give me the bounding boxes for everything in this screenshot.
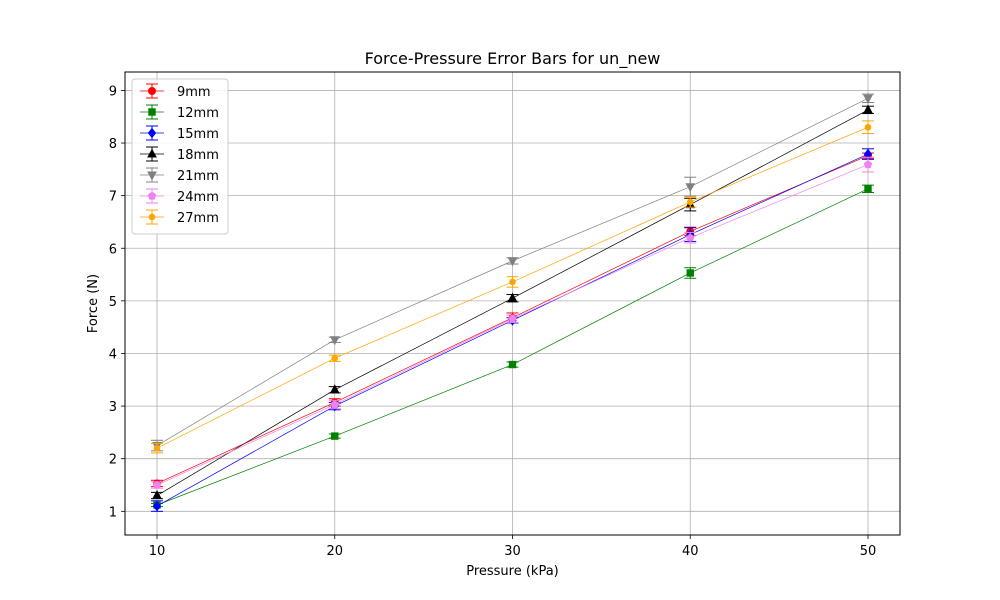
data-point: [329, 336, 340, 346]
data-point: [152, 480, 162, 489]
legend-label: 15mm: [177, 127, 219, 142]
y-tick-label: 9: [109, 84, 117, 99]
legend-item-24mm: 24mm: [140, 188, 219, 205]
x-tick-label: 40: [682, 544, 699, 559]
legend-item-9mm: 9mm: [140, 83, 211, 100]
data-point: [152, 500, 162, 512]
y-axis-label: Force (N): [86, 274, 101, 333]
legend-label: 9mm: [177, 85, 211, 100]
data-point: [863, 104, 873, 114]
legend-marker: [147, 127, 157, 139]
x-tick-label: 20: [326, 544, 343, 559]
data-point: [152, 489, 162, 500]
x-tick-label: 30: [504, 544, 521, 559]
legend-item-27mm: 27mm: [140, 209, 219, 226]
legend-marker: [147, 148, 157, 158]
data-point: [864, 123, 872, 131]
series-21mm: [150, 93, 875, 452]
data-point: [863, 94, 873, 104]
y-tick-label: 3: [109, 400, 117, 415]
grid-lines: [125, 72, 900, 535]
data-point: [685, 183, 696, 193]
legend-marker: [148, 87, 156, 95]
data-point: [509, 278, 516, 286]
legend-label: 18mm: [177, 148, 219, 163]
data-point: [331, 432, 339, 440]
y-tick-label: 2: [109, 453, 117, 468]
data-point: [686, 233, 695, 242]
data-point: [686, 198, 694, 206]
y-tick-label: 6: [109, 242, 117, 257]
data-point: [507, 257, 518, 267]
data-point: [331, 354, 339, 362]
series-layer: [150, 93, 875, 512]
x-tick-label: 50: [860, 544, 877, 559]
x-tick-label: 10: [149, 544, 166, 559]
y-tick-label: 7: [109, 190, 117, 205]
legend-label: 21mm: [177, 169, 219, 184]
legend-label: 12mm: [177, 106, 219, 121]
data-point: [863, 160, 873, 169]
series-27mm: [150, 120, 875, 454]
data-point: [329, 384, 340, 394]
data-point: [508, 360, 517, 369]
legend-item-15mm: 15mm: [140, 125, 219, 142]
legend-label: 24mm: [177, 190, 219, 205]
y-tick-label: 5: [109, 295, 117, 310]
data-point: [686, 269, 694, 277]
legend: 9mm 12mm 15mm 18mm 21mm 24mm 27mm: [131, 78, 229, 235]
legend-item-12mm: 12mm: [140, 104, 219, 121]
legend-item-18mm: 18mm: [140, 146, 219, 163]
data-point: [153, 444, 161, 452]
data-point: [507, 292, 518, 302]
data-point: [330, 400, 339, 409]
data-point: [864, 185, 872, 193]
legend-marker: [147, 171, 157, 181]
y-tick-label: 8: [109, 137, 117, 152]
series-24mm: [150, 156, 875, 489]
legend-label: 27mm: [177, 211, 219, 226]
legend-item-21mm: 21mm: [140, 167, 219, 184]
y-tick-label: 4: [109, 347, 117, 362]
y-tick-label: 1: [109, 505, 117, 520]
data-point: [508, 314, 517, 323]
chart-title: Force-Pressure Error Bars for un_new: [365, 49, 661, 69]
legend-marker: [148, 108, 156, 116]
legend-marker: [147, 191, 157, 200]
x-axis-label: Pressure (kPa): [466, 564, 559, 579]
axis-ticks: 10 20 30 40 50 1 2 3 4 5 6 7 8 9: [109, 84, 877, 559]
legend-marker: [148, 213, 156, 221]
